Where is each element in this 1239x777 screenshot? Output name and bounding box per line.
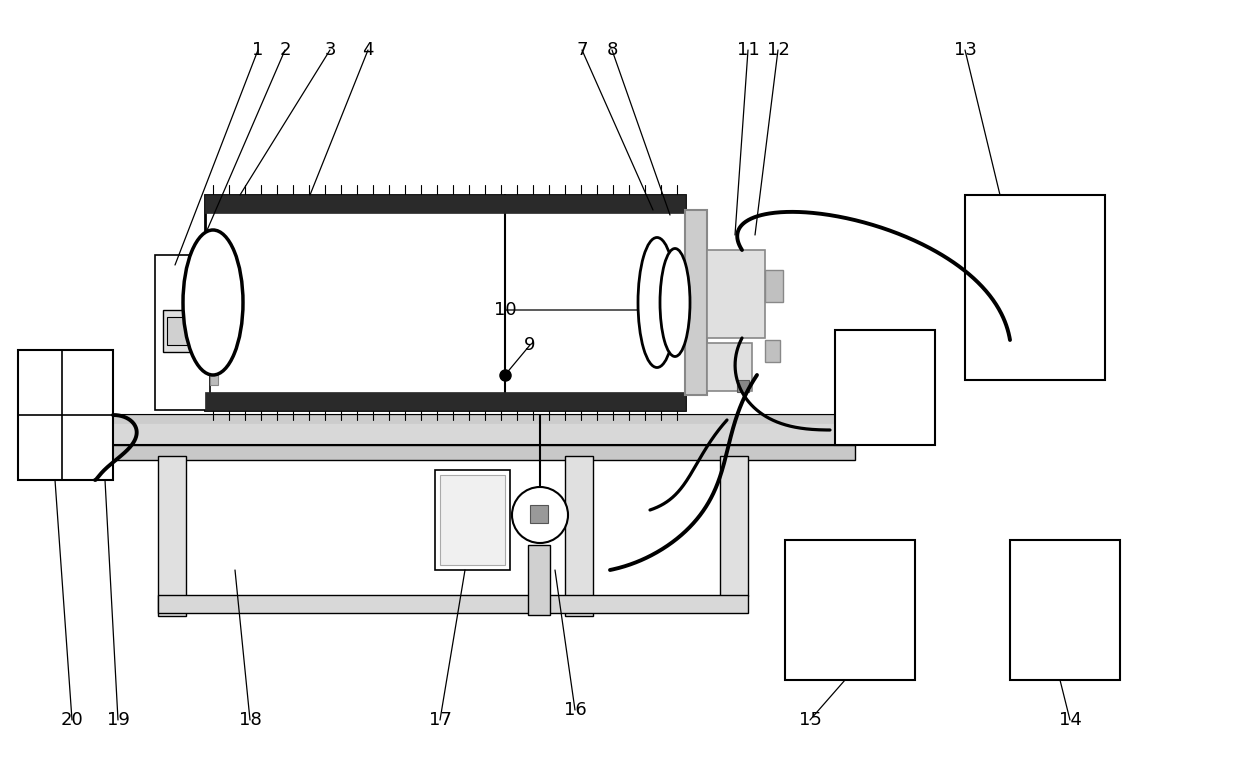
Bar (209, 320, 218, 385)
Bar (204, 392, 685, 410)
Text: 4: 4 (362, 41, 374, 59)
Bar (19, 350, 113, 480)
Bar (707, 250, 764, 338)
Text: 13: 13 (954, 41, 976, 59)
Bar (565, 456, 593, 616)
Text: 1: 1 (253, 41, 264, 59)
Ellipse shape (183, 230, 243, 375)
Text: 11: 11 (737, 41, 760, 59)
Bar (737, 380, 750, 392)
Bar (204, 195, 685, 213)
Text: 12: 12 (767, 41, 789, 59)
Text: 3: 3 (325, 41, 336, 59)
Circle shape (512, 487, 567, 543)
Text: 10: 10 (493, 301, 517, 319)
Text: 2: 2 (279, 41, 291, 59)
Text: 20: 20 (61, 711, 83, 729)
Bar (164, 310, 195, 352)
Text: 16: 16 (564, 701, 586, 719)
Bar (786, 540, 914, 680)
Bar (530, 505, 548, 523)
Bar (95, 445, 855, 460)
Bar (167, 317, 190, 345)
Bar (764, 270, 783, 302)
Text: 17: 17 (429, 711, 451, 729)
Bar (707, 343, 752, 391)
Bar (435, 470, 510, 570)
Text: 9: 9 (524, 336, 535, 354)
Ellipse shape (638, 238, 676, 368)
Bar (1010, 540, 1120, 680)
Text: 19: 19 (107, 711, 129, 729)
Bar (835, 330, 935, 445)
Bar (95, 415, 855, 445)
Bar (155, 255, 209, 410)
Bar (685, 210, 707, 395)
Text: 18: 18 (239, 711, 261, 729)
Text: 8: 8 (606, 41, 618, 59)
Bar (720, 456, 748, 596)
Bar (528, 545, 550, 615)
Ellipse shape (660, 249, 690, 357)
Bar (440, 475, 506, 565)
Text: 15: 15 (799, 711, 821, 729)
Text: 14: 14 (1058, 711, 1082, 729)
Bar (159, 456, 186, 616)
Bar (159, 595, 748, 613)
Bar (965, 195, 1105, 380)
Bar (204, 195, 685, 410)
Bar (95, 415, 855, 423)
Bar (764, 340, 781, 362)
Text: 7: 7 (576, 41, 587, 59)
